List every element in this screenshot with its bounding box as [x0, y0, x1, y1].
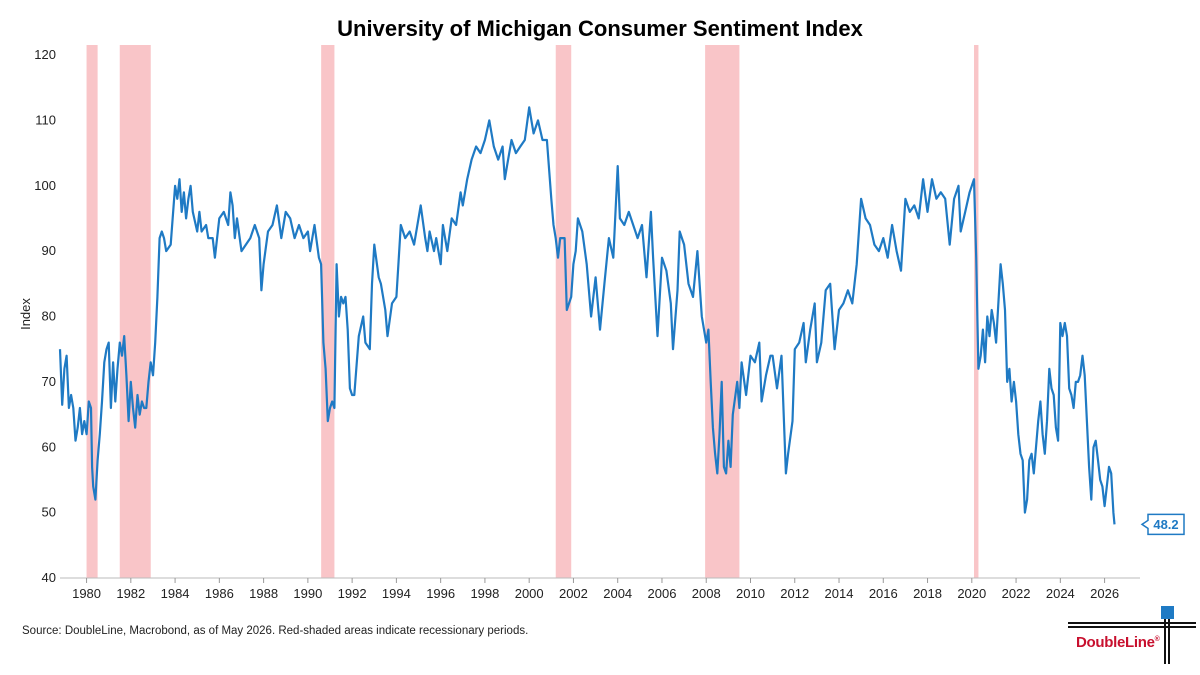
recession-band-5: [705, 45, 740, 578]
recession-band-4: [555, 45, 572, 578]
y-tick-label: 80: [42, 309, 56, 324]
last-value-label: 48.2: [1153, 517, 1178, 532]
x-tick-label: 1980: [72, 586, 101, 601]
series-layer: [58, 106, 1116, 525]
x-tick-label: 2006: [648, 586, 677, 601]
x-tick-label: 1990: [293, 586, 322, 601]
y-tick-labels: 40 50 60 70 80 90 100 110 120: [34, 47, 56, 585]
x-tick-label: 2002: [559, 586, 588, 601]
logo-horizontal-line-2: [1068, 626, 1196, 628]
x-tick-label: 1992: [338, 586, 367, 601]
y-tick-label: 110: [35, 112, 56, 127]
x-tick-label: 1988: [249, 586, 278, 601]
x-tick-label: 2004: [603, 586, 632, 601]
recession-band-2: [119, 45, 151, 578]
y-tick-label: 70: [42, 374, 56, 389]
recession-band-1: [86, 45, 98, 578]
y-tick-label: 50: [42, 505, 56, 520]
y-tick-label: 60: [42, 439, 56, 454]
x-tick-label: 2020: [957, 586, 986, 601]
logo-vertical-line-2: [1168, 610, 1170, 664]
logo-horizontal-line: [1068, 622, 1196, 624]
x-tick-label: 1994: [382, 586, 411, 601]
x-tick-label: 2022: [1002, 586, 1031, 601]
recession-band-3: [321, 45, 335, 578]
y-tick-label: 40: [42, 570, 56, 585]
x-tick-label: 1984: [161, 586, 190, 601]
y-tick-label: 90: [42, 243, 56, 258]
chart-title: University of Michigan Consumer Sentimen…: [337, 16, 863, 41]
logo-wordmark: DoubleLine®: [1076, 634, 1160, 651]
x-tick-label: 2018: [913, 586, 942, 601]
x-tick-label: 2008: [692, 586, 721, 601]
x-tick-label: 2012: [780, 586, 809, 601]
series-line-1: [58, 106, 1116, 525]
last-value-callout-box: [1140, 513, 1185, 536]
x-tick-label: 2000: [515, 586, 544, 601]
x-tick-label: 2016: [869, 586, 898, 601]
x-tick-label: 2010: [736, 586, 765, 601]
logo-vertical-line: [1164, 606, 1166, 664]
doubleline-logo: DoubleLine®: [1068, 606, 1196, 664]
logo-wordmark-text: DoubleLine: [1076, 634, 1155, 651]
source-note: Source: DoubleLine, Macrobond, as of May…: [22, 625, 529, 637]
logo-blue-square: [1161, 606, 1174, 619]
last-value-callout: 48.2: [1140, 513, 1185, 536]
y-tick-label: 100: [34, 178, 56, 193]
x-tick-label: 1998: [470, 586, 499, 601]
logo-registered-mark: ®: [1154, 636, 1160, 643]
x-tick-label: 1986: [205, 586, 234, 601]
x-tick-label: 1996: [426, 586, 455, 601]
y-tick-label: 120: [34, 47, 56, 62]
x-tick-label: 2014: [825, 586, 854, 601]
x-tick-label: 2024: [1046, 586, 1075, 601]
y-axis-label: Index: [18, 298, 33, 330]
x-tick-label: 1982: [116, 586, 145, 601]
x-tick-label: 2026: [1090, 586, 1119, 601]
x-tick-labels: 1980 1982 1984 1986 1988 1990 1992 1994 1996 1998…: [72, 578, 1119, 601]
